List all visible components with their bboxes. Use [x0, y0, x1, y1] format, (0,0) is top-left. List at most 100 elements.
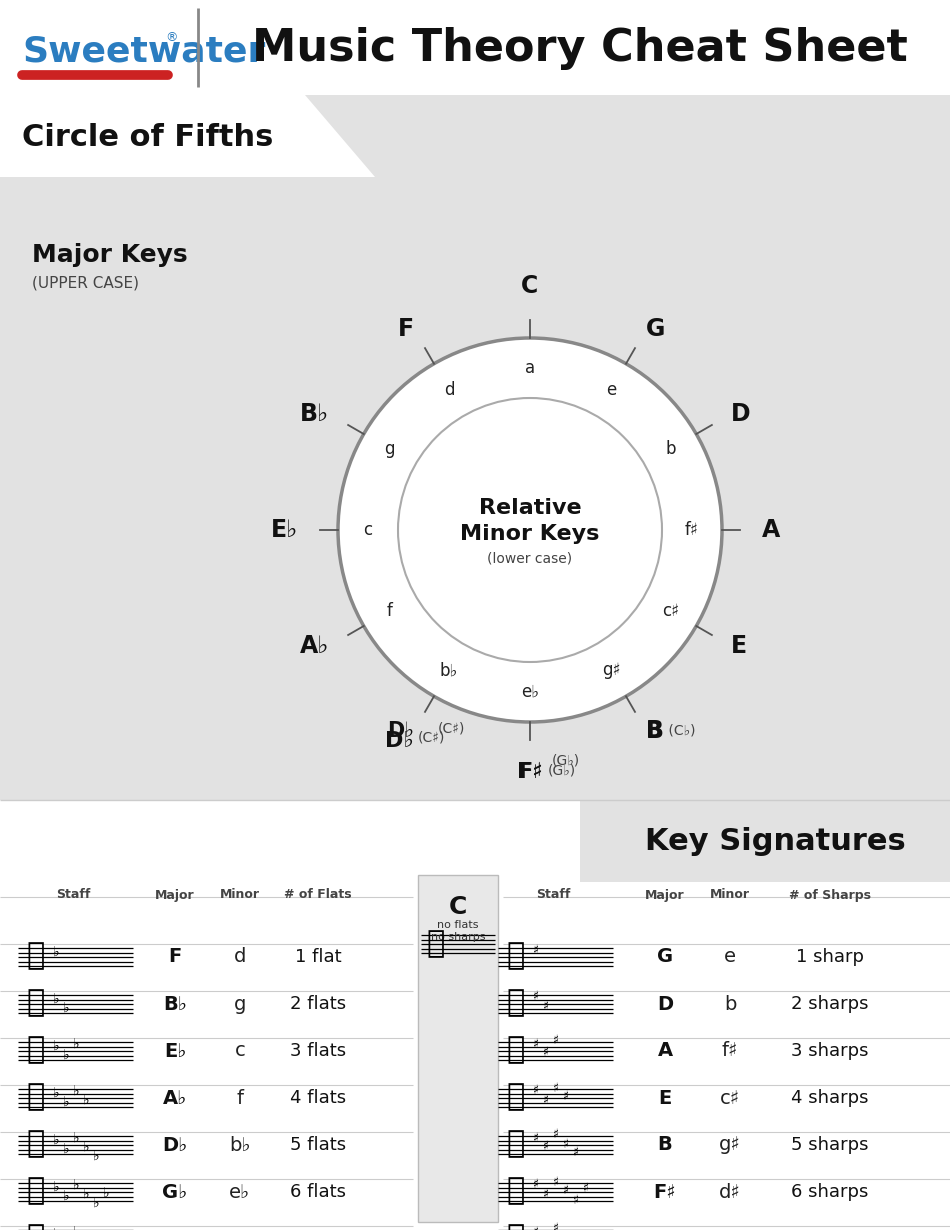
Text: ♯: ♯ — [533, 943, 539, 957]
Text: ♭: ♭ — [53, 993, 59, 1006]
Text: 6 flats: 6 flats — [290, 1183, 346, 1200]
Text: f: f — [387, 601, 392, 620]
Text: C: C — [448, 895, 467, 919]
Text: A: A — [657, 1042, 673, 1060]
Text: ♯: ♯ — [533, 1132, 539, 1144]
Text: F♯: F♯ — [654, 1182, 676, 1202]
Text: e: e — [606, 381, 617, 399]
Text: ♯: ♯ — [583, 1182, 589, 1196]
Text: ♭: ♭ — [103, 1186, 109, 1200]
Text: F: F — [168, 947, 181, 967]
Text: 𝄞: 𝄞 — [507, 1129, 525, 1157]
Text: ♭: ♭ — [93, 1149, 99, 1164]
Text: Major: Major — [155, 888, 195, 902]
Text: ♯: ♯ — [553, 1176, 559, 1188]
Text: b♭: b♭ — [440, 662, 458, 679]
Text: f: f — [237, 1089, 243, 1107]
Text: E♭: E♭ — [271, 518, 298, 542]
Text: B: B — [646, 718, 664, 743]
Bar — [0, 95, 950, 800]
Text: 3 sharps: 3 sharps — [791, 1042, 868, 1060]
Text: 𝄞: 𝄞 — [27, 1223, 46, 1230]
Text: ♭: ♭ — [53, 1039, 59, 1053]
Text: Music Theory Cheat Sheet: Music Theory Cheat Sheet — [252, 27, 908, 70]
Text: D♭: D♭ — [387, 721, 414, 740]
Text: Minor Keys: Minor Keys — [461, 524, 599, 544]
Text: ♭: ♭ — [53, 1228, 59, 1230]
Text: ♯: ♯ — [533, 1225, 539, 1230]
Text: 𝄞: 𝄞 — [27, 988, 46, 1017]
Text: d: d — [234, 947, 246, 967]
Text: c♯: c♯ — [662, 601, 679, 620]
Text: Staff: Staff — [536, 888, 570, 902]
Text: e♭: e♭ — [229, 1182, 251, 1202]
Text: G: G — [646, 317, 665, 341]
Text: 𝄞: 𝄞 — [507, 941, 525, 970]
Text: ♭: ♭ — [63, 1095, 69, 1109]
Text: ♭: ♭ — [53, 1180, 59, 1194]
Text: 𝄞: 𝄞 — [507, 1034, 525, 1064]
Text: d♯: d♯ — [719, 1182, 741, 1202]
Text: b: b — [724, 995, 736, 1014]
Text: ♭: ♭ — [73, 1178, 79, 1192]
Text: ♯: ♯ — [553, 1223, 559, 1230]
Text: A♭: A♭ — [162, 1089, 187, 1107]
Text: c♯: c♯ — [720, 1089, 740, 1107]
Text: ♯: ♯ — [533, 1037, 539, 1050]
Text: ♯: ♯ — [543, 1187, 549, 1200]
Text: g: g — [385, 440, 395, 458]
Text: B: B — [657, 1135, 673, 1155]
Text: A♭: A♭ — [299, 633, 329, 658]
Text: Major Keys: Major Keys — [32, 244, 188, 267]
Text: ♯: ♯ — [553, 1128, 559, 1141]
Text: ♭: ♭ — [73, 1225, 79, 1230]
Text: ®: ® — [165, 32, 178, 44]
Text: g: g — [234, 995, 246, 1014]
Text: 4 sharps: 4 sharps — [791, 1089, 868, 1107]
Polygon shape — [580, 800, 640, 882]
Text: 𝄞: 𝄞 — [427, 929, 446, 958]
Text: 2 flats: 2 flats — [290, 995, 346, 1014]
Text: no flats: no flats — [437, 920, 479, 930]
Text: B♭: B♭ — [300, 402, 329, 426]
Text: D♭: D♭ — [385, 731, 414, 752]
Text: 𝄞: 𝄞 — [27, 1034, 46, 1064]
Text: E: E — [658, 1089, 672, 1107]
Bar — [580, 800, 950, 882]
Text: 5 sharps: 5 sharps — [791, 1137, 868, 1154]
Text: ♭: ♭ — [63, 1141, 69, 1156]
Text: # of Flats: # of Flats — [284, 888, 352, 902]
Text: ♭: ♭ — [53, 945, 59, 959]
Text: C: C — [522, 274, 539, 298]
Text: ♭: ♭ — [73, 1037, 79, 1050]
Text: ♯: ♯ — [563, 1184, 569, 1198]
Text: ♯: ♯ — [543, 1140, 549, 1154]
Text: F: F — [398, 317, 414, 341]
Text: ♯: ♯ — [533, 990, 539, 1004]
Text: b♭: b♭ — [229, 1135, 251, 1155]
Text: Circle of Fifths: Circle of Fifths — [22, 123, 274, 151]
Text: c: c — [364, 522, 372, 539]
Text: ♭: ♭ — [63, 1001, 69, 1015]
Text: (C♯): (C♯) — [418, 731, 446, 745]
Text: G♭: G♭ — [162, 1182, 188, 1202]
Text: A: A — [762, 518, 780, 542]
Text: f♯: f♯ — [685, 522, 699, 539]
Text: 𝄞: 𝄞 — [507, 1176, 525, 1205]
Text: D♭: D♭ — [162, 1135, 188, 1155]
Text: ♭: ♭ — [63, 1189, 69, 1203]
Text: ♯: ♯ — [573, 1193, 579, 1207]
Text: ♯: ♯ — [543, 1000, 549, 1012]
Text: D: D — [731, 402, 751, 426]
Text: ♭: ♭ — [83, 1140, 89, 1154]
Text: 𝄞: 𝄞 — [27, 1082, 46, 1111]
Text: 4 flats: 4 flats — [290, 1089, 346, 1107]
Text: Staff: Staff — [56, 888, 90, 902]
Text: (G♭): (G♭) — [552, 753, 580, 768]
Text: e♭: e♭ — [521, 683, 539, 701]
Text: ♭: ♭ — [73, 1132, 79, 1145]
Text: 6 sharps: 6 sharps — [791, 1183, 868, 1200]
Circle shape — [398, 399, 662, 662]
Bar — [0, 0, 950, 95]
Text: ♭: ♭ — [93, 1196, 99, 1210]
